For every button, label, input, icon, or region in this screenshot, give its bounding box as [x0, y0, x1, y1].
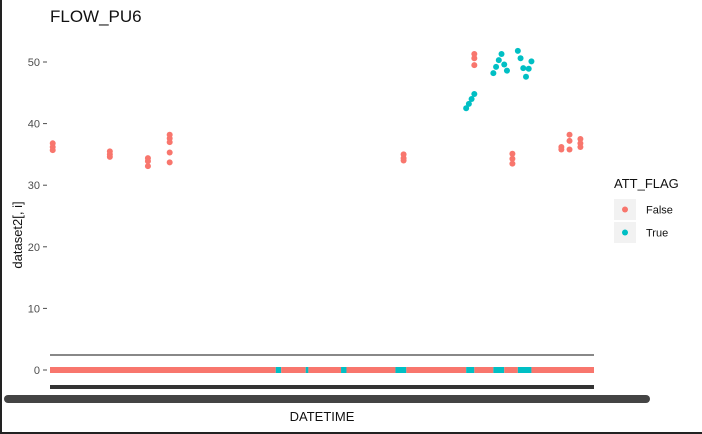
data-points: [49, 47, 584, 170]
y-axis-title: dataset2[, i]: [10, 201, 25, 268]
point-false: [471, 62, 478, 69]
point-true: [471, 91, 478, 98]
point-true: [517, 55, 524, 62]
point-false: [471, 50, 478, 57]
point-true: [528, 58, 535, 65]
y-tick-label: 10: [28, 303, 40, 315]
legend-label-true: True: [646, 228, 668, 240]
legend-title: ATT_FLAG: [614, 176, 679, 191]
baseline-segment-false: [346, 367, 396, 373]
point-true: [523, 73, 529, 80]
baseline-segment-false: [504, 367, 518, 373]
point-false: [577, 136, 584, 142]
point-false: [144, 163, 151, 170]
y-tick-label: 30: [28, 180, 40, 192]
point-false: [166, 149, 173, 156]
legend-swatch-false: [622, 206, 628, 213]
point-true: [525, 65, 532, 72]
point-true: [498, 50, 505, 57]
y-tick-label: 40: [28, 119, 40, 131]
baseline-segment-true: [395, 367, 407, 373]
legend: ATT_FLAG False True: [614, 176, 679, 243]
point-true: [465, 100, 472, 107]
point-false: [509, 150, 516, 157]
point-false: [577, 144, 584, 151]
baseline-segment-false: [474, 367, 494, 373]
baseline-segment-true: [493, 367, 505, 373]
baseline-segment-true: [466, 367, 475, 373]
baseline-segment-false: [406, 367, 467, 373]
baseline-segment-false: [531, 367, 594, 373]
baseline-strip: [50, 367, 594, 373]
y-tick-label: 50: [28, 57, 40, 69]
point-false: [166, 139, 173, 146]
point-true: [490, 70, 497, 77]
baseline-segment-true: [275, 367, 282, 373]
baseline-segment-true: [305, 367, 309, 373]
baseline-segment-false: [281, 367, 306, 373]
point-false: [509, 155, 516, 162]
point-true: [463, 105, 470, 112]
baseline-segment-true: [517, 367, 532, 373]
y-tick-label: 20: [28, 242, 40, 254]
point-false: [509, 160, 516, 167]
point-false: [49, 147, 56, 154]
legend-label-false: False: [646, 205, 673, 217]
point-false: [144, 158, 151, 165]
point-true: [520, 65, 527, 72]
axis-rules: [50, 354, 594, 389]
point-true: [495, 57, 502, 64]
point-false: [400, 157, 407, 164]
point-false: [166, 159, 173, 166]
baseline-segment-true: [341, 367, 347, 373]
x-axis-label-bar: [4, 395, 650, 403]
chart-title: FLOW_PU6: [50, 7, 142, 26]
point-false: [566, 137, 573, 144]
point-true: [503, 67, 510, 74]
y-tick-label: 0: [34, 365, 40, 377]
point-true: [514, 47, 521, 54]
point-false: [558, 146, 565, 153]
baseline-segment-false: [50, 367, 276, 373]
legend-items: False True: [614, 199, 673, 243]
point-true: [468, 95, 475, 102]
point-true: [493, 63, 500, 70]
x-axis-title: DATETIME: [290, 409, 355, 424]
y-axis-ticks: 0 10 20 30 40 50: [28, 57, 47, 377]
baseline-segment-false: [308, 367, 342, 373]
point-false: [471, 55, 478, 62]
point-false: [566, 131, 573, 138]
point-false: [106, 153, 113, 160]
point-true: [501, 61, 508, 68]
point-false: [566, 146, 573, 153]
legend-swatch-true: [622, 229, 628, 236]
